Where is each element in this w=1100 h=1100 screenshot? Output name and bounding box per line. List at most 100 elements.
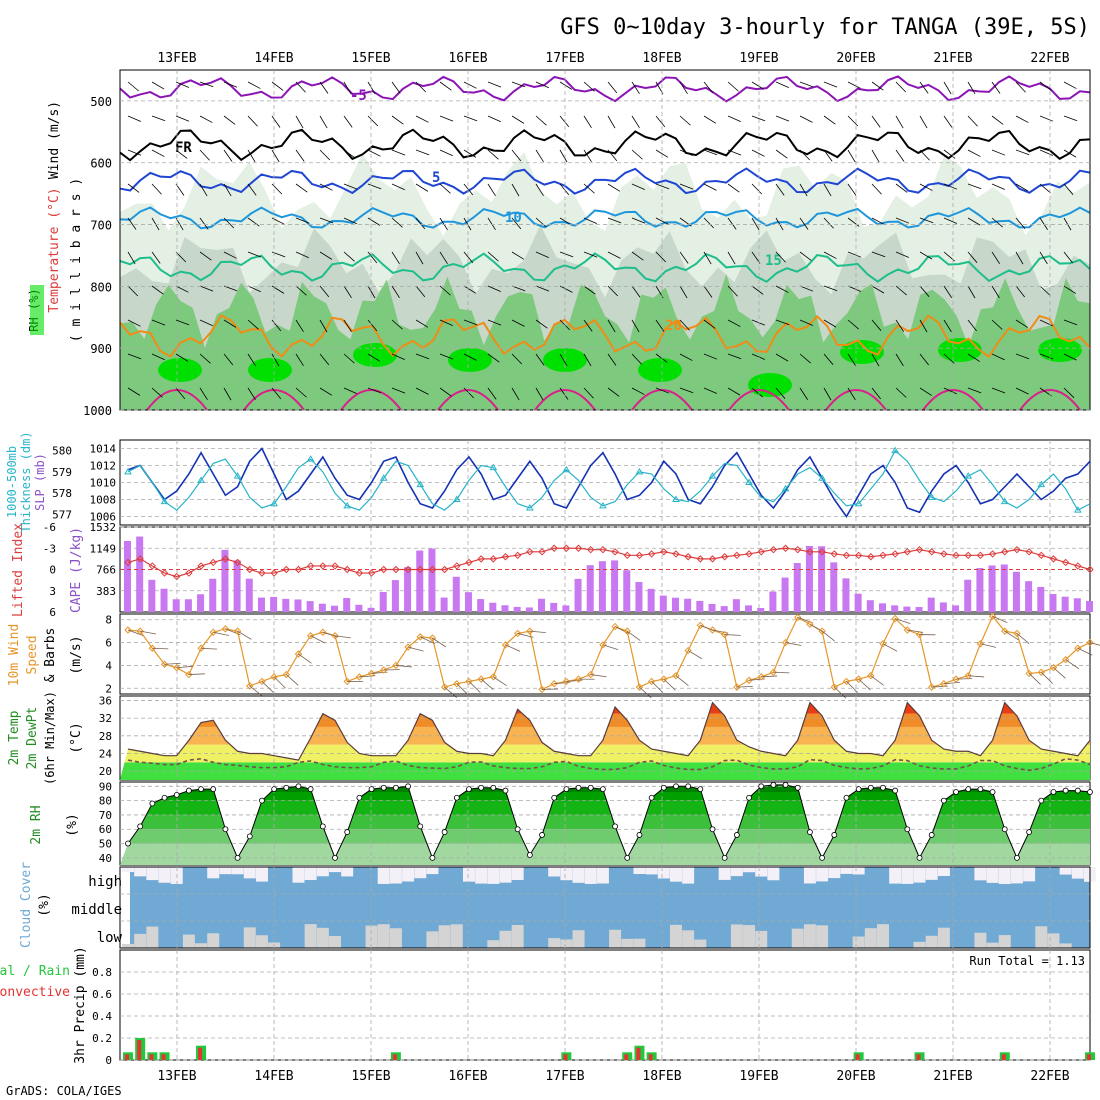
upper-wind-barb xyxy=(487,285,501,293)
cloud-low-52 xyxy=(755,930,768,948)
temp-contour-25-8 xyxy=(922,389,984,411)
wind-point-57 xyxy=(818,627,826,635)
rh-point-59 xyxy=(843,794,850,801)
wind-point-44 xyxy=(660,675,668,683)
wind-point-10 xyxy=(246,682,254,690)
slp-tick-0: 1014 xyxy=(90,443,117,456)
upper-wind-barb xyxy=(799,149,811,161)
upper-wind-barb xyxy=(463,217,472,231)
cloud-low-2 xyxy=(146,926,159,948)
upper-wind-barb xyxy=(463,183,474,196)
cape-bar-0 xyxy=(124,540,131,612)
pressure-tick-1: 600 xyxy=(90,157,112,171)
rh-point-64 xyxy=(904,826,911,833)
upper-wind-barb xyxy=(823,81,838,88)
upper-wind-barb xyxy=(871,387,881,400)
rh-blob-3 xyxy=(448,348,492,372)
date-label-top-8: 21FEB xyxy=(933,51,972,66)
cloud-low-label: low xyxy=(97,930,123,946)
upper-wind-barb xyxy=(871,319,882,331)
cloud-high-16 xyxy=(316,867,329,877)
precip-conv-bar-0 xyxy=(125,1054,129,1060)
wind-point-53 xyxy=(769,668,778,676)
cloud-high-3 xyxy=(158,867,171,883)
upper-wind-barb xyxy=(391,285,400,299)
upper-wind-barb xyxy=(1039,81,1052,91)
upper-wind-barb xyxy=(151,149,165,157)
thickness-point-3 xyxy=(160,497,169,505)
upper-wind-barb xyxy=(775,217,784,231)
upper-wind-barb xyxy=(895,183,908,193)
date-label-top-6: 19FEB xyxy=(739,51,778,66)
upper-wind-barb xyxy=(583,149,592,163)
upper-wind-barb xyxy=(655,217,669,225)
wind-barb-22 xyxy=(395,665,412,668)
upper-wind-barb xyxy=(751,319,766,326)
upper-wind-barb xyxy=(439,251,448,265)
upper-wind-barb xyxy=(1015,387,1029,395)
upper-wind-barb xyxy=(1015,353,1030,360)
cape-bar-55 xyxy=(793,563,801,612)
upper-wind-barb xyxy=(247,387,256,401)
upper-wind-barb xyxy=(127,183,140,193)
cloud-high-73 xyxy=(1010,867,1023,884)
upper-wind-barb xyxy=(679,285,688,299)
upper-wind-barb xyxy=(823,251,837,259)
upper-wind-barb xyxy=(1039,183,1051,194)
upper-wind-barb xyxy=(751,387,763,398)
wind-barb-46 xyxy=(687,650,703,660)
upper-wind-barb xyxy=(367,81,376,95)
upper-wind-barb xyxy=(367,285,376,299)
cape-bar-24 xyxy=(416,550,424,612)
thickness-point-75 xyxy=(1037,480,1046,488)
li-point-23 xyxy=(404,565,412,574)
upper-wind-barb xyxy=(1039,319,1053,327)
upper-wind-barb xyxy=(631,319,640,333)
upper-wind-barb xyxy=(847,183,857,196)
upper-wind-barb xyxy=(319,319,328,333)
upper-wind-barb xyxy=(631,183,645,191)
precip-conv-bar-41 xyxy=(624,1054,629,1060)
cape-bar-4 xyxy=(172,599,180,612)
thickness-tick-0: 580 xyxy=(52,445,72,458)
precip-tick-2: 0.4 xyxy=(92,1010,112,1023)
upper-wind-barb xyxy=(463,319,478,326)
cloud-high-36 xyxy=(560,867,573,881)
wind-barb-76 xyxy=(1053,667,1066,679)
temp-label-b: 2m DewPt xyxy=(25,707,40,770)
rh-point-41 xyxy=(624,854,631,861)
upper-wind-barb xyxy=(415,115,429,123)
cloud-high-64 xyxy=(901,867,914,884)
thickness-point-51 xyxy=(745,478,753,485)
upper-wind-barb xyxy=(919,353,929,366)
rh-point-19 xyxy=(356,794,363,801)
cloud-high-60 xyxy=(852,867,865,875)
cape-bar-43 xyxy=(647,588,655,612)
precip-tick-0: 0.8 xyxy=(92,966,112,979)
upper-wind-barb xyxy=(511,319,525,327)
upper-wind-barb xyxy=(175,319,190,326)
wind-point-3 xyxy=(160,660,169,668)
cloud-high-65 xyxy=(913,867,926,883)
li-point-78 xyxy=(1074,562,1082,570)
upper-wind-barb xyxy=(271,387,282,400)
temp-contour-label-0: -5 xyxy=(350,88,367,104)
li-point-29 xyxy=(477,555,485,563)
cape-bar-59 xyxy=(842,578,850,612)
rh-point-50 xyxy=(733,832,740,838)
cloud-low-56 xyxy=(803,924,816,948)
upper-wind-barb xyxy=(391,81,401,94)
upper-wind-barb xyxy=(175,387,186,400)
rh-point-37 xyxy=(575,784,582,791)
wind-barb-68 xyxy=(956,678,973,680)
temp-band-4 xyxy=(120,702,1090,714)
upper-wind-barb xyxy=(223,353,234,366)
rh-point-57 xyxy=(819,854,826,861)
cloud-low-51 xyxy=(743,925,756,948)
rh-point-62 xyxy=(880,784,886,791)
upper-wind-barb xyxy=(511,285,526,292)
upper-wind-barb xyxy=(991,149,1006,156)
upper-wind-barb xyxy=(871,353,880,367)
cape-bar-58 xyxy=(830,562,838,612)
li-point-41 xyxy=(623,551,631,560)
